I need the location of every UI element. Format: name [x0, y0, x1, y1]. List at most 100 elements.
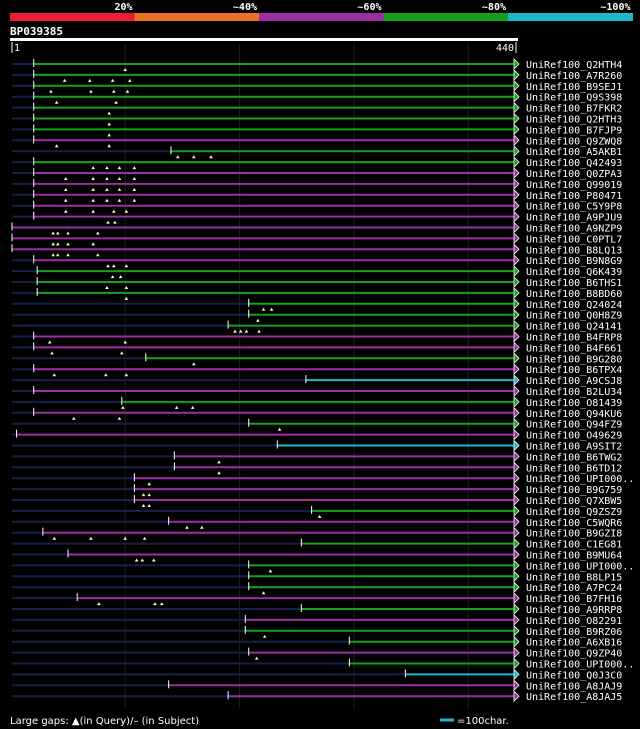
hit-row[interactable]: UniRef100_Q9ZWQ8: [12, 134, 622, 148]
hit-label[interactable]: UniRef100_A9NZP9: [526, 224, 622, 235]
hit-row[interactable]: UniRef100_UPI000..: [12, 559, 634, 573]
hit-row[interactable]: UniRef100_Q94KU6: [12, 406, 622, 420]
hit-row[interactable]: UniRef100_B6TWG2: [12, 450, 622, 464]
hit-label[interactable]: UniRef100_C5Y9P8: [526, 202, 622, 213]
hit-label[interactable]: UniRef100_B9N8G9: [526, 256, 622, 267]
hit-row[interactable]: UniRef100_B7FJP9: [12, 123, 622, 137]
hit-row[interactable]: UniRef100_B4FRP8: [12, 330, 622, 344]
hit-label[interactable]: UniRef100_B4F661: [526, 343, 622, 354]
hit-row[interactable]: UniRef100_Q9ZSZ9: [12, 504, 622, 518]
hit-row[interactable]: UniRef100_B9MU64: [12, 548, 622, 562]
hit-label[interactable]: UniRef100_B6THS1: [526, 278, 622, 289]
hit-label[interactable]: UniRef100_O49629: [526, 431, 622, 442]
hit-row[interactable]: UniRef100_B9G759: [12, 483, 622, 497]
hit-label[interactable]: UniRef100_Q2HTH4: [526, 60, 622, 71]
hit-label[interactable]: UniRef100_B8BD60: [526, 289, 622, 300]
hit-label[interactable]: UniRef100_UPI000..: [526, 660, 634, 671]
hit-label[interactable]: UniRef100_A9RRP8: [526, 605, 622, 616]
hit-label[interactable]: UniRef100_P80471: [526, 191, 622, 202]
hit-label[interactable]: UniRef100_Q94KU6: [526, 409, 622, 420]
hit-label[interactable]: UniRef100_A7PC24: [526, 583, 622, 594]
hit-row[interactable]: UniRef100_B9SEJ1: [12, 79, 622, 93]
hit-row[interactable]: UniRef100_O49629: [12, 428, 622, 442]
hit-row[interactable]: UniRef100_B9G280: [12, 352, 622, 366]
hit-row[interactable]: UniRef100_B6TPX4: [12, 363, 622, 377]
hit-label[interactable]: UniRef100_C1EG81: [526, 540, 622, 551]
hit-row[interactable]: UniRef100_UPI000..: [12, 657, 634, 671]
hit-row[interactable]: UniRef100_O82291: [12, 613, 622, 627]
hit-row[interactable]: UniRef100_Q2HTH3: [12, 112, 622, 126]
hit-row[interactable]: UniRef100_B6THS1: [12, 276, 622, 289]
hit-row[interactable]: UniRef100_Q24024: [12, 297, 622, 311]
hit-row[interactable]: UniRef100_B7FKR2: [12, 101, 622, 115]
hit-label[interactable]: UniRef100_A5AKB1: [526, 147, 622, 158]
hit-label[interactable]: UniRef100_A6XB16: [526, 638, 622, 649]
hit-label[interactable]: UniRef100_Q24141: [526, 322, 622, 333]
hit-label[interactable]: UniRef100_B9G280: [526, 354, 622, 365]
hit-label[interactable]: UniRef100_B2LU34: [526, 387, 622, 398]
hit-label[interactable]: UniRef100_UPI000..: [526, 474, 634, 485]
hit-row[interactable]: UniRef100_B2LU34: [12, 385, 622, 398]
hit-row[interactable]: UniRef100_A9RRP8: [12, 603, 622, 616]
hit-label[interactable]: UniRef100_Q6K439: [526, 267, 622, 278]
hit-label[interactable]: UniRef100_B9MU64: [526, 551, 622, 562]
hit-label[interactable]: UniRef100_A7R260: [526, 71, 622, 82]
hit-label[interactable]: UniRef100_Q0H8Z9: [526, 311, 622, 322]
hit-label[interactable]: UniRef100_B9RZ06: [526, 627, 622, 638]
hit-label[interactable]: UniRef100_Q0ZPA3: [526, 169, 622, 180]
hit-row[interactable]: UniRef100_C0PTL7: [11, 232, 622, 246]
hit-label[interactable]: UniRef100_Q9ZWQ8: [526, 136, 622, 147]
hit-row[interactable]: UniRef100_A7R260: [12, 68, 622, 82]
hit-label[interactable]: UniRef100_C5WQR6: [526, 518, 622, 529]
hit-row[interactable]: UniRef100_B9N8G9: [12, 254, 622, 268]
hit-label[interactable]: UniRef100_A9SIT2: [526, 442, 622, 453]
hit-label[interactable]: UniRef100_Q0J3C0: [526, 670, 622, 681]
hit-row[interactable]: UniRef100_A6XB16: [12, 635, 622, 649]
hit-row[interactable]: UniRef100_A5AKB1: [12, 145, 622, 159]
hit-row[interactable]: UniRef100_P80471: [12, 188, 622, 202]
hit-row[interactable]: UniRef100_C1EG81: [12, 537, 622, 551]
hit-label[interactable]: UniRef100_B8LP15: [526, 572, 622, 583]
hit-row[interactable]: UniRef100_Q42493: [12, 156, 622, 170]
hit-row[interactable]: UniRef100_Q94FZ9: [12, 417, 622, 431]
hit-label[interactable]: UniRef100_Q9ZSZ9: [526, 507, 622, 518]
hit-label[interactable]: UniRef100_Q2HTH3: [526, 115, 622, 126]
hit-label[interactable]: UniRef100_B7FH16: [526, 594, 622, 605]
hit-row[interactable]: UniRef100_B9RZ06: [12, 624, 622, 638]
hit-row[interactable]: UniRef100_B6TD12: [12, 461, 622, 475]
hit-label[interactable]: UniRef100_B9G759: [526, 485, 622, 496]
hit-label[interactable]: UniRef100_Q7XBW5: [526, 496, 622, 507]
hit-row[interactable]: UniRef100_Q0H8Z9: [12, 308, 622, 322]
hit-row[interactable]: UniRef100_Q0ZPA3: [12, 167, 622, 180]
hit-label[interactable]: UniRef100_O82291: [526, 616, 622, 627]
hit-row[interactable]: UniRef100_Q9S398: [12, 90, 622, 104]
hit-label[interactable]: UniRef100_B7FJP9: [526, 125, 622, 136]
hit-label[interactable]: UniRef100_O81439: [526, 398, 622, 409]
hit-row[interactable]: UniRef100_Q24141: [12, 319, 622, 333]
hit-row[interactable]: UniRef100_B4F661: [12, 341, 622, 355]
hit-label[interactable]: UniRef100_B7FKR2: [526, 104, 622, 115]
hit-row[interactable]: UniRef100_Q9ZP40: [12, 646, 622, 660]
hit-row[interactable]: UniRef100_Q7XBW5: [12, 494, 622, 507]
hit-row[interactable]: UniRef100_A9CSJ8: [12, 374, 622, 387]
hit-row[interactable]: UniRef100_B8BD60: [12, 286, 622, 300]
hit-label[interactable]: UniRef100_A8JAJ9: [526, 681, 622, 692]
hit-row[interactable]: UniRef100_B9GZI8: [12, 526, 622, 540]
hit-label[interactable]: UniRef100_Q9S398: [526, 93, 622, 104]
hit-row[interactable]: UniRef100_Q6K439: [12, 265, 622, 279]
hit-label[interactable]: UniRef100_B9GZI8: [526, 529, 622, 540]
hit-row[interactable]: UniRef100_UPI000..: [12, 472, 634, 486]
hit-row[interactable]: UniRef100_O81439: [12, 395, 622, 409]
hit-row[interactable]: UniRef100_A7PC24: [12, 581, 622, 595]
hit-row[interactable]: UniRef100_A8JAJ5: [12, 690, 622, 703]
hit-row[interactable]: UniRef100_Q0J3C0: [12, 668, 622, 681]
hit-label[interactable]: UniRef100_B6TD12: [526, 463, 622, 474]
hit-row[interactable]: UniRef100_B7FH16: [12, 592, 622, 606]
hit-label[interactable]: UniRef100_B4FRP8: [526, 333, 622, 344]
hit-label[interactable]: UniRef100_Q94FZ9: [526, 420, 622, 431]
hit-label[interactable]: UniRef100_B6TPX4: [526, 365, 622, 376]
hit-row[interactable]: UniRef100_A8JAJ9: [12, 679, 622, 692]
hit-label[interactable]: UniRef100_Q24024: [526, 300, 622, 311]
hit-row[interactable]: UniRef100_A9PJU9: [12, 210, 622, 224]
hit-label[interactable]: UniRef100_A9PJU9: [526, 213, 622, 224]
